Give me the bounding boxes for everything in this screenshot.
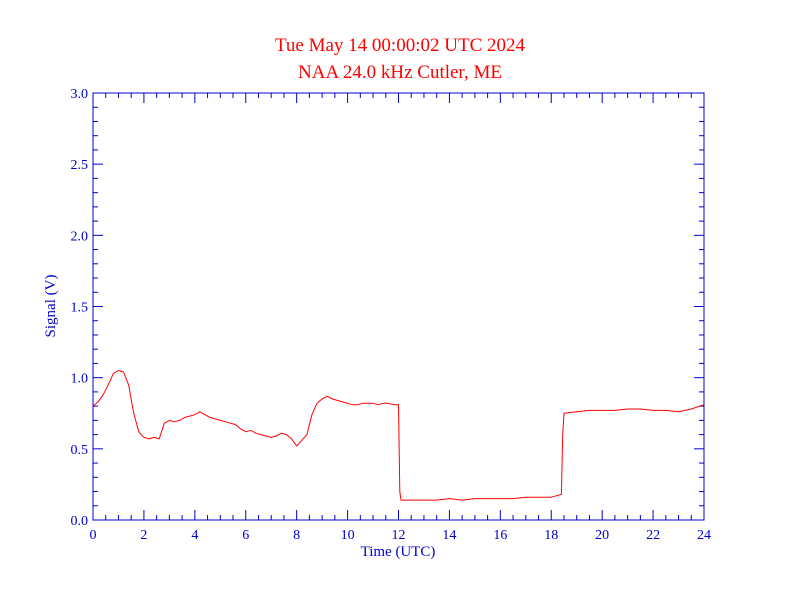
x-tick-label: 24: [697, 528, 711, 543]
y-axis-tick-labels: 0.0 0.5 1.0 1.5 2.0 2.5 3.0: [71, 87, 89, 529]
series-line: [92, 370, 705, 501]
y-tick-label: 0.0: [71, 514, 89, 529]
x-tick-label: 6: [242, 528, 249, 543]
x-tick-label: 2: [140, 528, 147, 543]
x-tick-label: 0: [90, 528, 97, 543]
y-axis-label: Signal (V): [43, 275, 59, 338]
x-axis-label: Time (UTC): [361, 544, 436, 560]
x-axis-ticks: [92, 93, 705, 520]
x-tick-label: 18: [544, 528, 558, 543]
chart-subtitle: NAA 24.0 kHz Cutler, ME: [298, 62, 502, 83]
y-tick-label: 2.5: [71, 158, 89, 173]
series-group: [92, 370, 705, 501]
x-axis-tick-labels: 0 2 4 6 8 10 12 14 16 18 20 22 24: [90, 528, 712, 543]
plot-frame: [92, 92, 705, 521]
y-tick-label: 1.5: [71, 301, 89, 316]
x-tick-label: 10: [341, 528, 355, 543]
x-tick-label: 16: [493, 528, 507, 543]
y-axis-ticks: [93, 92, 704, 521]
x-tick-label: 22: [646, 528, 660, 543]
y-tick-label: 3.0: [71, 87, 89, 102]
x-tick-label: 4: [191, 528, 198, 543]
x-tick-label: 20: [595, 528, 609, 543]
y-tick-label: 2.0: [71, 229, 89, 244]
x-tick-label: 12: [392, 528, 406, 543]
chart-title: Tue May 14 00:00:02 UTC 2024: [275, 35, 526, 56]
y-tick-label: 1.0: [71, 372, 89, 387]
x-tick-label: 8: [293, 528, 300, 543]
y-tick-label: 0.5: [71, 443, 89, 458]
x-tick-label: 14: [442, 528, 456, 543]
